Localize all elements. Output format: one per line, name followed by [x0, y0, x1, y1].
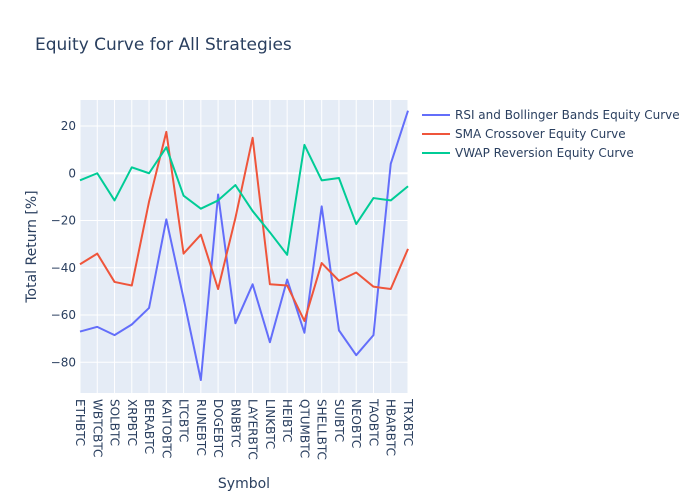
x-tick-label: LINKBTC	[263, 399, 277, 449]
y-axis-title: Total Return [%]	[24, 190, 40, 303]
x-tick-label: HBARBTC	[384, 399, 398, 456]
series-line-1	[79, 110, 409, 381]
x-tick-label: RUNEBTC	[194, 399, 208, 456]
y-tick-label: 20	[61, 119, 76, 133]
x-tick-label: WBTCBTC	[90, 399, 104, 457]
y-tick-label: 0	[68, 166, 76, 180]
series-line-2	[79, 130, 409, 322]
series-layer	[79, 110, 409, 381]
x-tick-label: HEIBTC	[280, 399, 294, 442]
y-tick-label: −60	[51, 308, 76, 322]
x-tick-label: LAYERBTC	[246, 399, 260, 460]
x-tick-label: SUIBTC	[332, 399, 346, 442]
y-tick-label: −40	[51, 261, 76, 275]
plot-background	[80, 100, 408, 393]
x-tick-label: BNBBTC	[228, 399, 242, 448]
x-axis-ticks: ETHBTC WBTCBTC SOLBTC XRPBTC BERABTC KAITOBTC…	[73, 398, 415, 460]
legend: RSI and Bollinger Bands Equity Curve SMA …	[422, 108, 680, 160]
x-tick-label: TAOBTC	[366, 398, 380, 446]
x-tick-label: ETHBTC	[73, 399, 87, 446]
series-line-3	[79, 143, 409, 256]
x-tick-label: QTUMBTC	[297, 399, 311, 458]
x-tick-label: LTCBTC	[177, 399, 191, 442]
y-tick-label: −80	[51, 355, 76, 369]
x-tick-label: BERABTC	[142, 399, 156, 454]
y-tick-label: −20	[51, 214, 76, 228]
y-axis-ticks: −80 −60 −40 −20 0 20	[51, 119, 76, 369]
x-tick-label: TRXBTC	[401, 398, 415, 446]
chart-title: Equity Curve for All Strategies	[35, 35, 292, 55]
x-tick-label: SOLBTC	[108, 399, 122, 446]
legend-label: SMA Crossover Equity Curve	[455, 127, 626, 141]
legend-label: VWAP Reversion Equity Curve	[455, 146, 634, 160]
x-tick-label: SHELLBTC	[315, 399, 329, 460]
legend-label: RSI and Bollinger Bands Equity Curve	[455, 108, 680, 122]
x-tick-label: DOGEBTC	[211, 399, 225, 458]
x-tick-label: XRPBTC	[125, 399, 139, 446]
x-axis-title: Symbol	[218, 476, 270, 492]
x-tick-label: KAITOBTC	[159, 399, 173, 458]
x-tick-label: NEOBTC	[349, 399, 363, 448]
